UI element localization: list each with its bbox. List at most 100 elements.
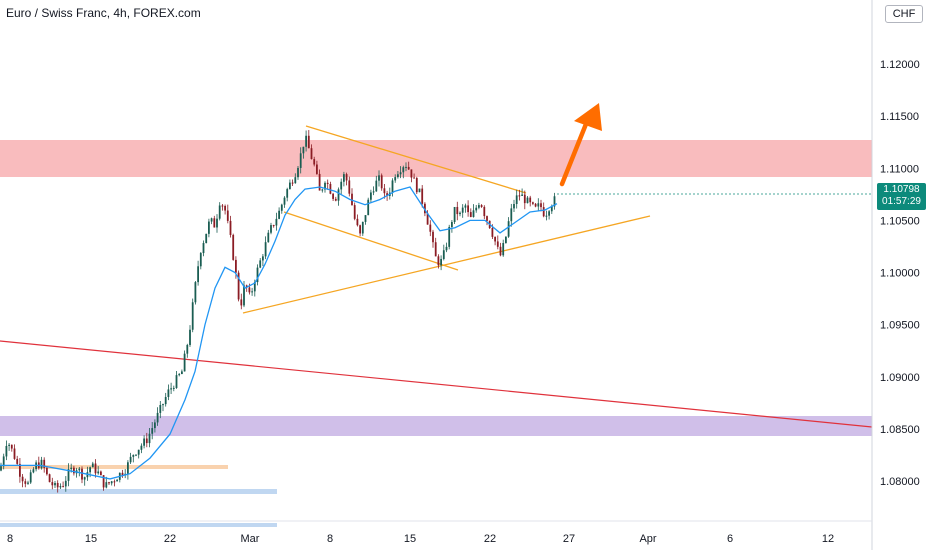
candle-body (286, 189, 289, 198)
candle-body (140, 445, 143, 450)
candle-body (515, 195, 518, 205)
candles (0, 130, 556, 493)
candle-body (375, 180, 378, 192)
price-axis[interactable]: 1.12000 1.11500 1.11000 1.10500 1.10000 1.095… (880, 59, 920, 488)
x-tick-label: 12 (822, 533, 834, 545)
candle-body (73, 467, 75, 474)
x-tick-label: Apr (639, 533, 656, 545)
candle-body (116, 479, 118, 482)
time-axis[interactable]: 8 15 22 Mar 8 15 22 27 Apr 6 12 (7, 533, 834, 545)
bar-countdown: 01:57:29 (882, 196, 921, 207)
candle-body (445, 246, 448, 251)
candle-body (540, 203, 542, 208)
candle-body (383, 188, 386, 194)
candle-body (248, 287, 251, 293)
candle-body (100, 471, 102, 476)
candle-body (78, 468, 81, 471)
candle-body (83, 477, 86, 480)
candle-body (16, 458, 19, 464)
candle-body (394, 177, 397, 181)
candle-body (243, 285, 245, 306)
x-tick-label: 22 (484, 533, 496, 545)
candle-body (329, 183, 332, 194)
candle-body (264, 242, 267, 257)
chart-title: Euro / Swiss Franc, 4h, FOREX.com (6, 6, 201, 20)
candle-body (32, 469, 35, 473)
candle-body (432, 231, 434, 243)
candle-body (40, 459, 43, 469)
candle-body (410, 169, 413, 178)
candle-body (321, 189, 324, 191)
candle-body (413, 177, 415, 179)
candle-body (370, 192, 372, 200)
candle-body (278, 210, 280, 219)
y-tick-label: 1.08500 (880, 424, 920, 436)
candle-body (272, 225, 275, 227)
x-tick-label: 8 (327, 533, 333, 545)
candle-body (97, 471, 100, 474)
candle-body (19, 463, 21, 477)
candle-body (326, 182, 329, 184)
candle-body (491, 227, 494, 237)
candle-body (113, 481, 116, 483)
currency-badge[interactable]: CHF (885, 5, 923, 23)
candle-body (13, 448, 16, 459)
candle-body (229, 220, 232, 235)
candle-body (259, 260, 262, 268)
x-tick-label: Mar (241, 533, 260, 545)
candle-body (110, 481, 113, 484)
y-tick-label: 1.12000 (880, 59, 920, 71)
current-price-label: 1.10798 01:57:29 (877, 183, 926, 210)
y-tick-label: 1.09500 (880, 320, 920, 332)
candle-body (310, 148, 313, 160)
current-price-value: 1.10798 (883, 184, 920, 195)
candle-body (518, 195, 521, 197)
candle-body (391, 180, 394, 193)
candle-body (135, 454, 137, 456)
candle-body (205, 233, 208, 244)
candle-body (324, 182, 326, 190)
candle-body (505, 236, 507, 244)
candle-body (8, 444, 10, 446)
candle-body (429, 224, 432, 232)
bullish-arrow (559, 103, 602, 187)
candle-body (280, 204, 283, 211)
candle-body (46, 467, 48, 475)
candle-body (262, 256, 264, 261)
candle-body (532, 202, 534, 204)
x-tick-label: 6 (727, 533, 733, 545)
candle-body (43, 459, 46, 468)
candle-body (510, 208, 513, 222)
candle-body (426, 213, 429, 225)
candle-body (351, 193, 353, 206)
candle-body (305, 135, 307, 147)
candle-body (132, 454, 135, 457)
candle-body (453, 206, 456, 222)
candle-body (337, 189, 340, 201)
resistance-zone (0, 140, 872, 177)
candle-body (397, 174, 399, 178)
candle-body (51, 482, 54, 486)
candle-body (456, 206, 459, 215)
candle-body (121, 472, 124, 476)
candle-body (534, 203, 537, 207)
candle-body (167, 389, 170, 398)
candle-body (289, 182, 291, 190)
candle-body (475, 207, 478, 211)
candle-body (208, 221, 210, 234)
candle-body (307, 135, 310, 149)
candle-body (472, 210, 475, 217)
candle-body (526, 197, 529, 204)
candle-body (251, 291, 253, 293)
candle-body (405, 166, 407, 168)
candle-body (24, 481, 27, 484)
candle-body (191, 302, 194, 330)
candle-body (451, 221, 453, 227)
candle-body (178, 374, 181, 376)
candle-body (502, 243, 505, 256)
candle-body (334, 198, 337, 201)
candle-body (105, 482, 108, 488)
candle-body (0, 466, 2, 471)
